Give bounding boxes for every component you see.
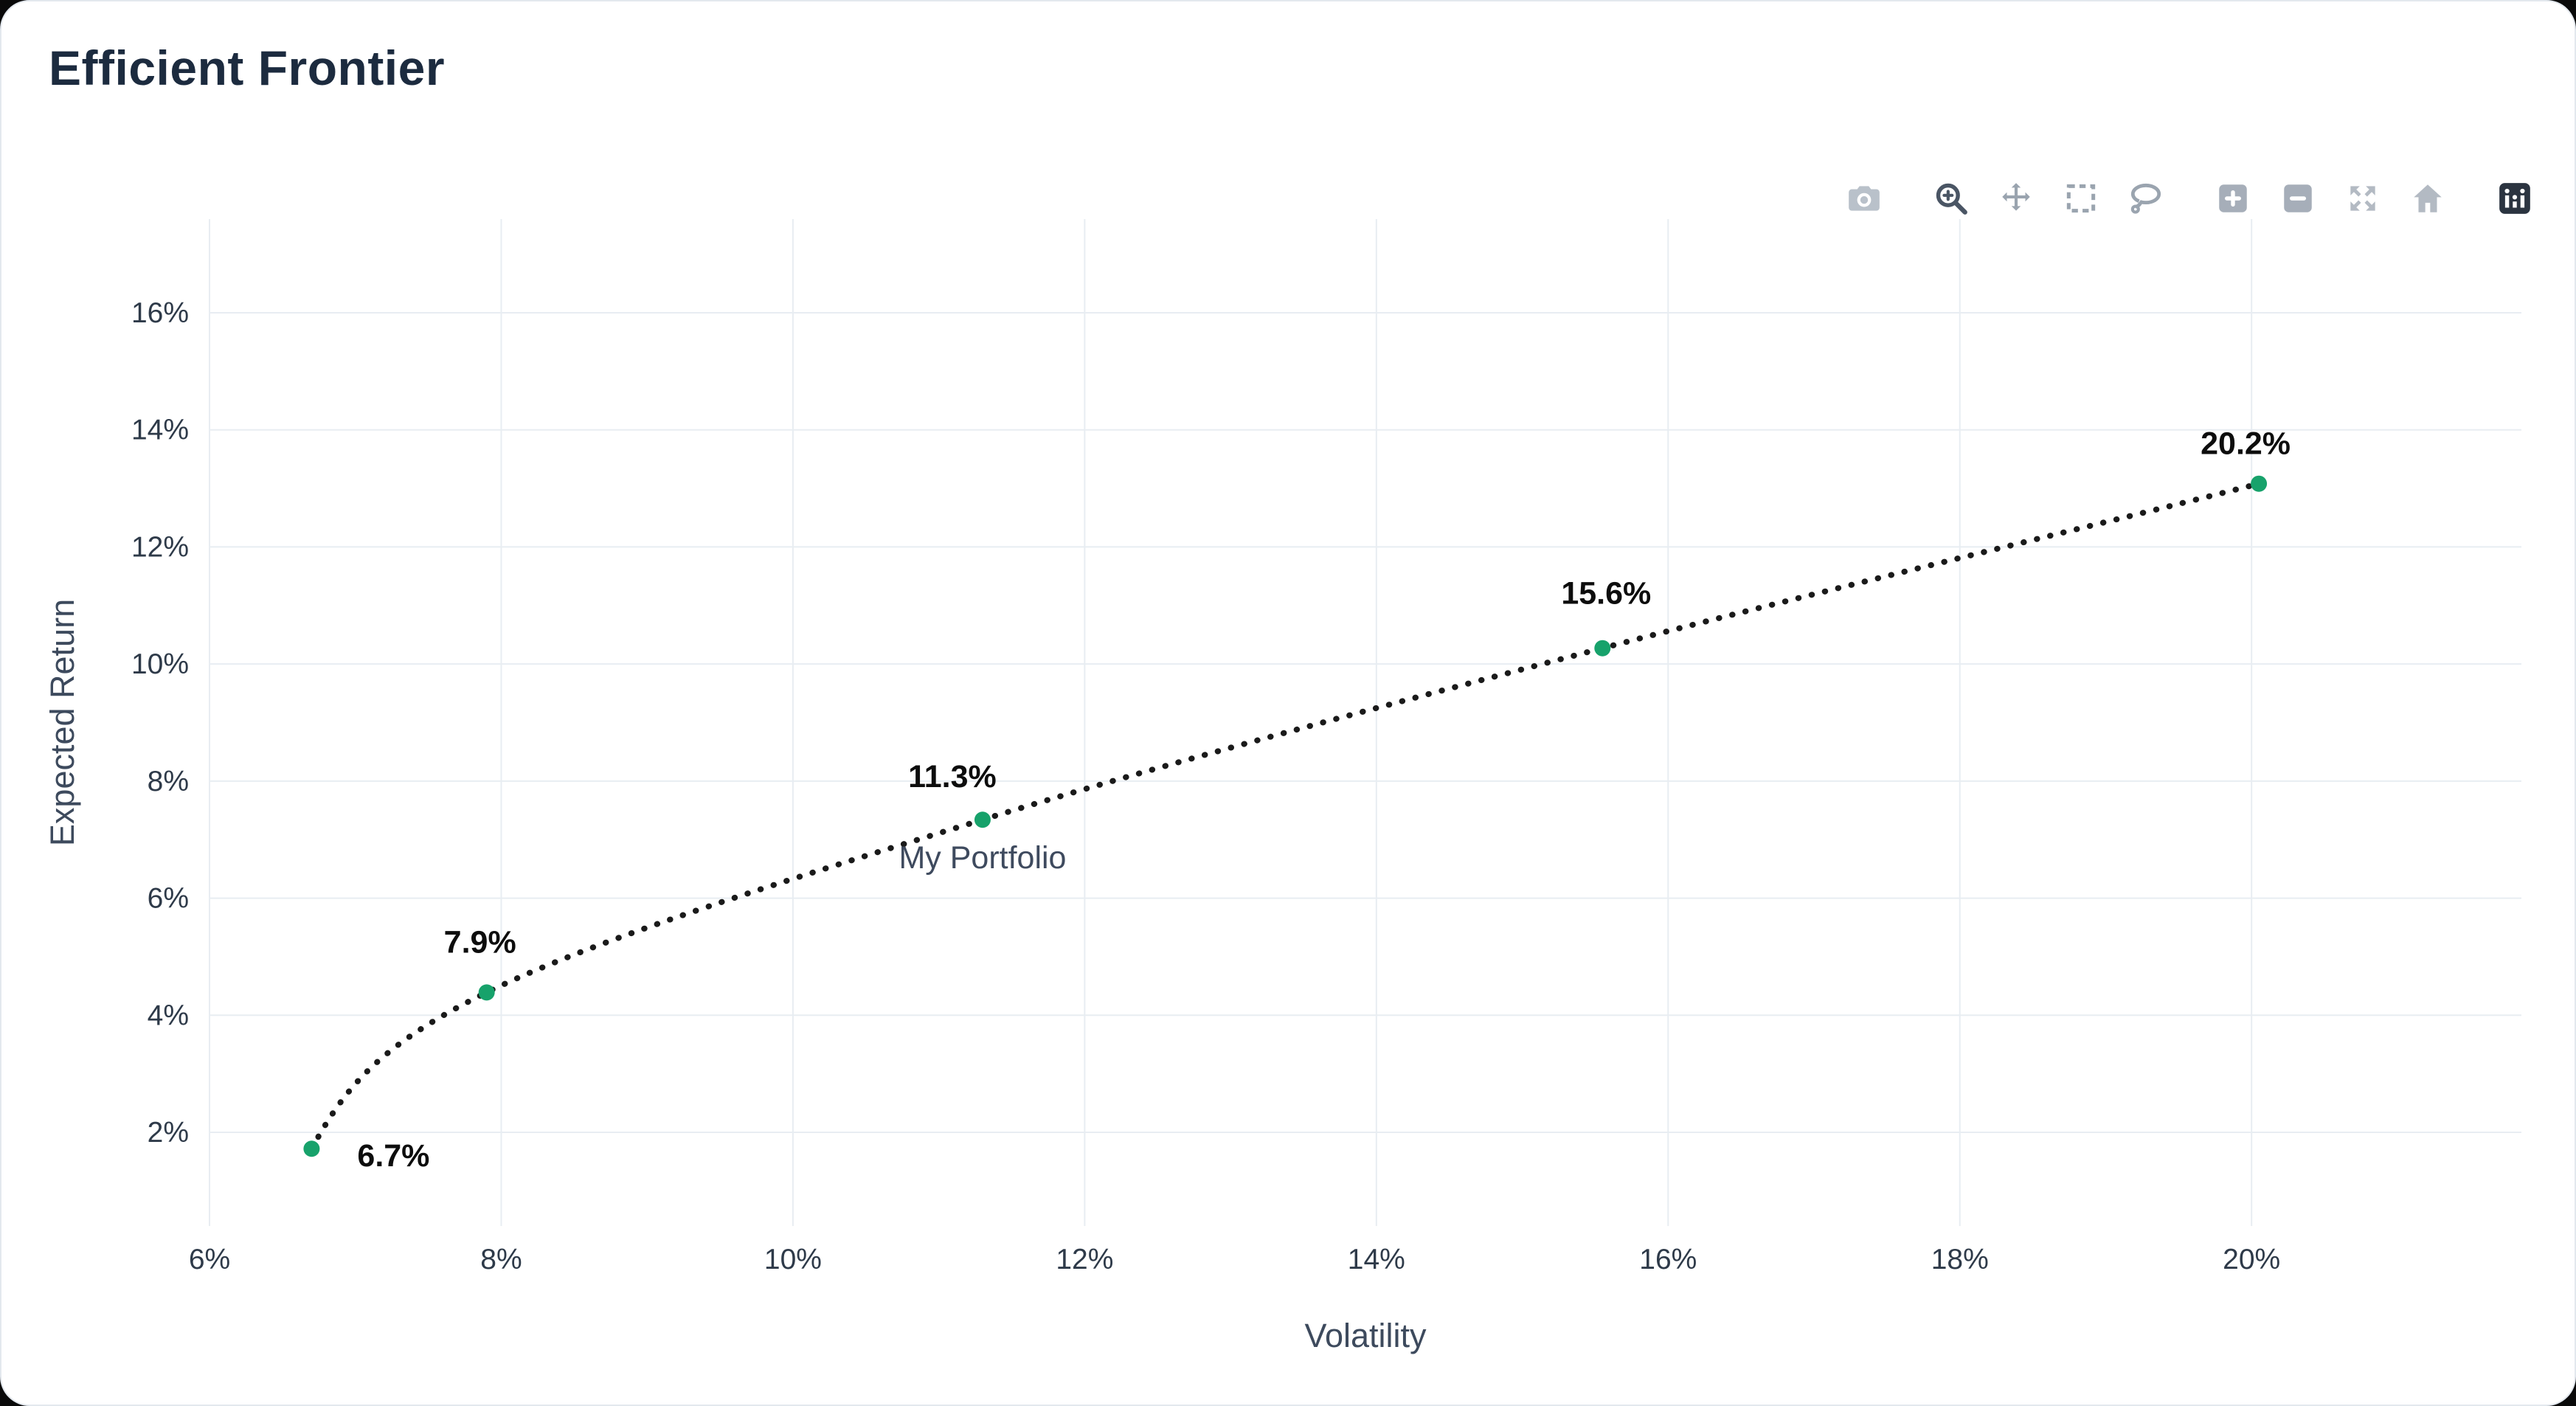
y-tick-label: 4% bbox=[148, 1000, 189, 1031]
portfolio-annotation: My Portfolio bbox=[899, 840, 1066, 876]
autoscale-icon[interactable] bbox=[2344, 180, 2381, 217]
point-label: 6.7% bbox=[357, 1138, 429, 1174]
zoom-icon[interactable] bbox=[1933, 180, 1970, 217]
frontier-points bbox=[303, 475, 2268, 1157]
y-tick-label: 8% bbox=[148, 766, 189, 797]
plotly-logo-icon[interactable] bbox=[2496, 180, 2533, 217]
x-tick-label: 6% bbox=[189, 1244, 230, 1275]
x-tick-label: 10% bbox=[764, 1244, 822, 1275]
x-tick-label: 8% bbox=[480, 1244, 522, 1275]
gridlines bbox=[209, 219, 2521, 1226]
x-tick-label: 18% bbox=[1931, 1244, 1989, 1275]
lasso-select-icon[interactable] bbox=[2127, 180, 2164, 217]
x-tick-label: 12% bbox=[1056, 1244, 1113, 1275]
point-label: 15.6% bbox=[1561, 576, 1651, 612]
tick-labels: 6% 8% 10% 12% 14% 16% 18% 20% 2% 4% 6% 8% 10% 12% 14% 1… bbox=[131, 297, 2280, 1275]
y-axis-title: Expected Return bbox=[44, 599, 81, 846]
y-tick-label: 6% bbox=[148, 883, 189, 915]
x-tick-label: 14% bbox=[1348, 1244, 1405, 1275]
frontier-point[interactable] bbox=[1594, 640, 1611, 657]
y-tick-label: 2% bbox=[148, 1117, 189, 1149]
y-tick-label: 12% bbox=[131, 531, 189, 563]
point-label: 7.9% bbox=[444, 924, 516, 960]
zoom-out-icon[interactable] bbox=[2279, 180, 2316, 217]
plotly-modebar bbox=[1846, 180, 2533, 217]
point-label: 20.2% bbox=[2201, 426, 2291, 462]
point-labels: 6.7% 7.9% 11.3% 15.6% 20.2% bbox=[357, 426, 2291, 1174]
x-axis-title: Volatility bbox=[1304, 1317, 1427, 1354]
x-tick-label: 20% bbox=[2223, 1244, 2280, 1275]
y-tick-label: 14% bbox=[131, 415, 189, 446]
y-tick-label: 16% bbox=[131, 297, 189, 329]
page-title: Efficient Frontier bbox=[49, 41, 446, 95]
point-label: 11.3% bbox=[908, 759, 997, 794]
frontier-curve bbox=[308, 480, 2262, 1152]
box-select-icon[interactable] bbox=[2063, 180, 2099, 217]
frontier-point[interactable] bbox=[974, 811, 991, 828]
zoom-in-icon[interactable] bbox=[2215, 180, 2251, 217]
frontier-point[interactable] bbox=[478, 984, 495, 1001]
frontier-point[interactable] bbox=[2251, 475, 2268, 492]
frontier-point[interactable] bbox=[303, 1140, 320, 1157]
y-tick-label: 10% bbox=[131, 648, 189, 680]
camera-icon[interactable] bbox=[1846, 180, 1883, 217]
pan-icon[interactable] bbox=[1998, 180, 2035, 217]
x-tick-label: 16% bbox=[1639, 1244, 1697, 1275]
reset-axes-icon[interactable] bbox=[2409, 180, 2446, 217]
